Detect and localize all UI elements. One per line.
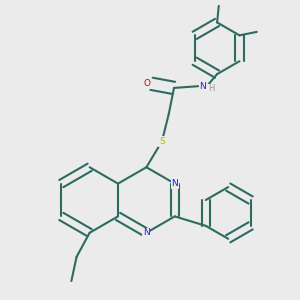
Text: N: N (171, 179, 178, 188)
Text: H: H (208, 85, 214, 94)
Text: O: O (144, 79, 151, 88)
Text: N: N (143, 228, 150, 237)
Text: N: N (200, 82, 206, 91)
Text: S: S (159, 137, 165, 146)
